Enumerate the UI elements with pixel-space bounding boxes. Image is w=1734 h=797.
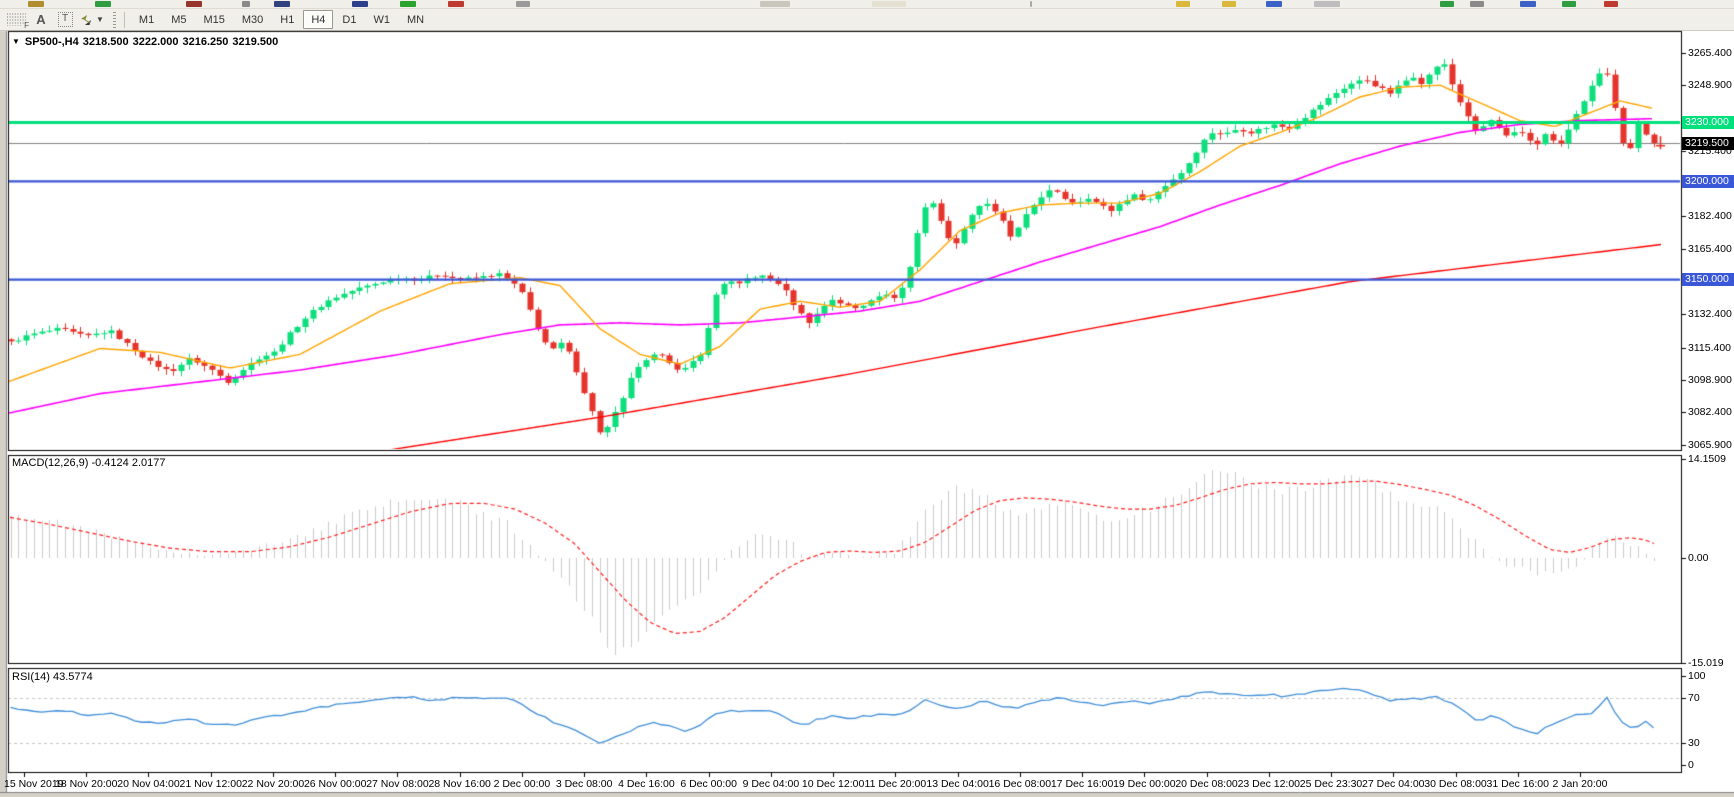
symbol-dropdown-caret[interactable]: ▼ xyxy=(12,37,20,46)
